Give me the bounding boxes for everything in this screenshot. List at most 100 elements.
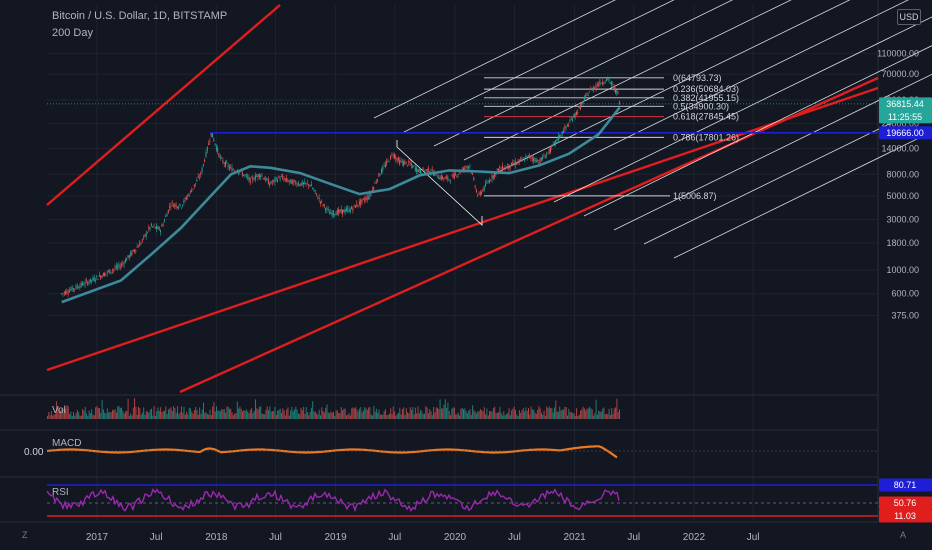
price-candle [306, 183, 308, 184]
volume-bar [399, 407, 401, 419]
price-candle [61, 293, 63, 295]
rsi-level-tag-bg [879, 509, 932, 523]
currency-button[interactable]: USD [897, 9, 921, 25]
price-candle [209, 141, 211, 142]
price-candle [570, 119, 572, 121]
price-candle [297, 183, 299, 185]
volume-bar [200, 413, 202, 419]
volume-bar [424, 413, 425, 419]
price-candle [192, 188, 194, 189]
volume-bar [153, 406, 155, 419]
price-candle [187, 195, 189, 197]
volume-bar [456, 414, 458, 419]
price-candle [523, 160, 525, 162]
price-candle [404, 161, 406, 165]
price-candle [482, 189, 484, 192]
pitchfork-line [523, 0, 909, 189]
volume-bar [325, 407, 327, 419]
volume-bar [121, 407, 123, 419]
x-tick-label: 2021 [563, 532, 586, 543]
volume-bar [264, 414, 266, 419]
volume-bar [552, 412, 554, 419]
price-candle [170, 205, 172, 207]
price-candle [139, 243, 141, 247]
price-axis[interactable]: 110000.0070000.0040000.0024000.0014000.0… [877, 48, 919, 320]
price-candle [386, 161, 388, 165]
price-candle [504, 166, 506, 169]
volume-bar [232, 415, 234, 419]
volume-bar [339, 413, 341, 419]
volume-bar [560, 410, 562, 419]
volume-bar [135, 406, 137, 419]
fib-level-label: 0.382(41955.15) [673, 93, 739, 103]
price-candle [157, 226, 159, 229]
price-candle [226, 162, 228, 164]
volume-bar [395, 415, 397, 419]
volume-bar [361, 412, 363, 419]
volume-bar [226, 406, 228, 419]
price-candle [505, 167, 507, 169]
price-candle [392, 155, 394, 157]
volume-bar [138, 406, 139, 419]
y-tick-label: 1000.00 [886, 265, 919, 275]
price-candle [196, 180, 198, 182]
price-candle [214, 143, 216, 145]
price-candle [262, 178, 264, 180]
volume-bar [160, 407, 162, 419]
volume-bar [437, 407, 438, 419]
x-tick-label: 2020 [444, 532, 467, 543]
volume-bar [418, 413, 420, 419]
price-candle [284, 178, 286, 180]
price-candle [206, 146, 208, 151]
price-candle [118, 264, 120, 267]
volume-bar [238, 408, 240, 419]
volume-bar [269, 406, 271, 419]
price-candle [165, 216, 167, 217]
price-candle [568, 125, 570, 127]
volume-bar [450, 415, 451, 419]
volume-bar [494, 406, 496, 419]
price-candle [465, 165, 467, 169]
volume-bar [53, 414, 55, 419]
volume-bar [344, 408, 346, 419]
volume-bar [193, 410, 195, 419]
volume-bar [478, 411, 480, 419]
volume-bar [492, 408, 494, 419]
volume-bar [378, 409, 380, 419]
volume-bar [572, 413, 574, 419]
time-axis[interactable]: 2017 Jul 2018 Jul 2019 Jul 2020 Jul 2021 Jul 2022 J… [86, 532, 760, 543]
zoom-button[interactable]: Z [22, 530, 28, 540]
volume-bar [391, 413, 393, 419]
price-candle [222, 160, 224, 163]
volume-bar [63, 407, 65, 419]
volume-bar [190, 408, 191, 419]
price-candle [549, 147, 551, 153]
trend-channels [46, 4, 879, 394]
x-tick-label: Jul [388, 532, 401, 543]
price-candle [130, 252, 132, 256]
volume-bar [206, 414, 208, 419]
price-candle [464, 168, 466, 170]
price-candle [412, 165, 414, 168]
macd-pane-label: MACD [52, 438, 82, 449]
price-candle [569, 119, 571, 122]
volume-bar [47, 415, 48, 419]
volume-bar [177, 406, 178, 419]
volume-bar [459, 415, 461, 419]
price-candle [470, 172, 472, 174]
price-candle [78, 287, 80, 289]
volume-bar [435, 407, 437, 419]
volume-bar [239, 406, 241, 419]
volume-bar [353, 408, 355, 419]
auto-scale-button[interactable]: A [900, 530, 907, 540]
volume-bar [317, 414, 319, 419]
price-candle [423, 171, 425, 173]
y-tick-label: 24000.00 [881, 119, 919, 129]
price-candle [409, 163, 411, 165]
price-candle [101, 275, 103, 278]
volume-bar [349, 415, 351, 419]
price-candle [188, 194, 190, 197]
price-candle [578, 106, 580, 108]
price-candle [588, 91, 590, 93]
